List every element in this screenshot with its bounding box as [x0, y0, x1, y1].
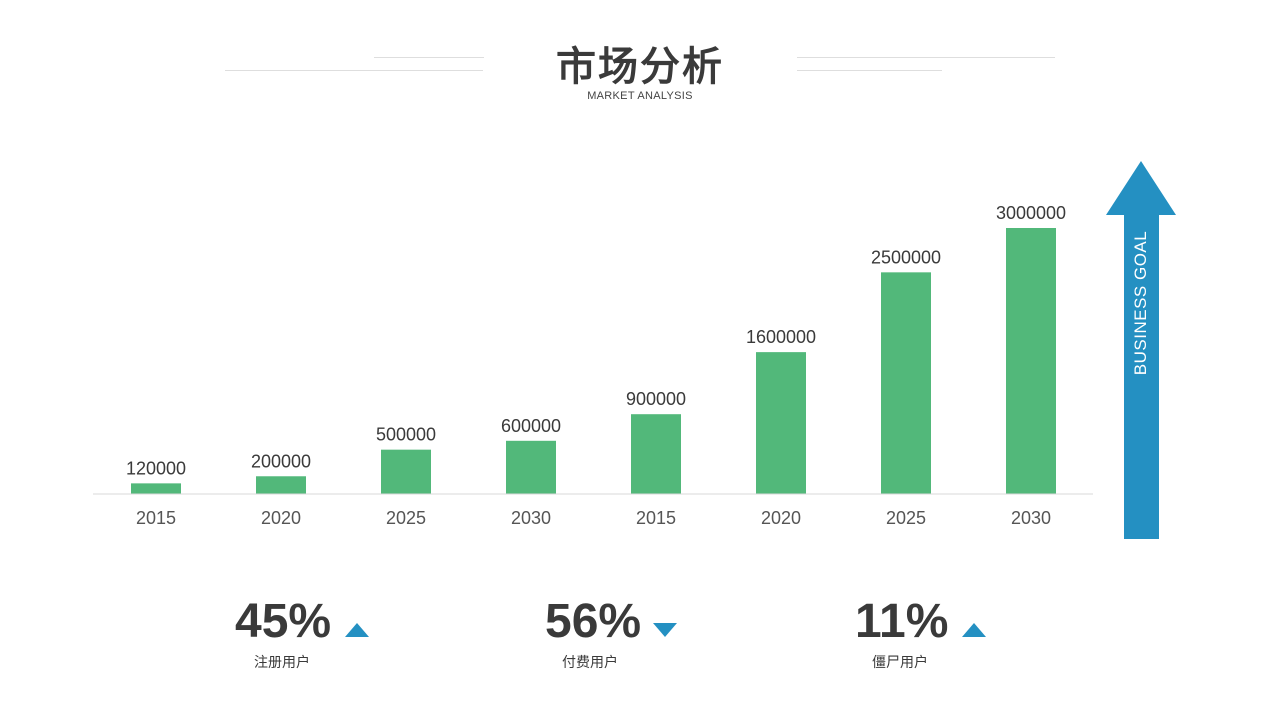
data-label-7: 3000000 — [996, 203, 1066, 223]
bar-2 — [381, 449, 431, 494]
bar-6 — [881, 272, 931, 494]
data-label-2: 500000 — [376, 425, 436, 445]
data-label-5: 1600000 — [746, 327, 816, 347]
x-tick-label-2: 2025 — [386, 508, 426, 528]
x-tick-label-6: 2025 — [886, 508, 926, 528]
business-goal-label: BUSINESS GOAL — [1131, 230, 1150, 376]
page-title: 市场分析 — [556, 44, 724, 90]
trend-down-icon — [653, 623, 677, 637]
bar-7 — [1006, 228, 1056, 494]
header-rule-right-top — [797, 57, 1055, 58]
business-goal-arrow — [1106, 161, 1176, 539]
x-tick-label-5: 2020 — [761, 508, 801, 528]
bar-1 — [256, 476, 306, 494]
data-label-3: 600000 — [501, 416, 561, 436]
stat-value: 45% — [235, 595, 332, 648]
data-label-1: 200000 — [251, 451, 311, 471]
data-label-4: 900000 — [626, 389, 686, 409]
header-rule-left-top — [374, 57, 484, 58]
stat-value: 11% — [855, 595, 949, 648]
bar-4 — [631, 414, 681, 494]
header-rule-right-bottom — [797, 70, 942, 71]
stat-label: 付费用户 — [562, 655, 618, 671]
data-label-6: 2500000 — [871, 247, 941, 267]
bar-series — [131, 228, 1056, 494]
data-labels: 120000 200000 500000 600000 900000 1600000 250… — [126, 203, 1066, 478]
bar-3 — [506, 440, 556, 494]
trend-up-icon — [962, 623, 986, 637]
bar-5 — [756, 352, 806, 494]
x-tick-label-3: 2030 — [511, 508, 551, 528]
x-tick-labels: 2015 2020 2025 2030 2015 2020 2025 2030 — [136, 508, 1051, 528]
stat-label: 注册用户 — [254, 655, 310, 671]
x-tick-label-7: 2030 — [1011, 508, 1051, 528]
x-tick-label-0: 2015 — [136, 508, 176, 528]
data-label-0: 120000 — [126, 458, 186, 478]
x-tick-label-1: 2020 — [261, 508, 301, 528]
stat-value: 56% — [545, 595, 642, 648]
header-rule-left-bottom — [225, 70, 483, 71]
page-subtitle: MARKET ANALYSIS — [587, 90, 693, 102]
trend-up-icon — [345, 623, 369, 637]
stat-label: 僵尸用户 — [872, 655, 928, 671]
x-tick-label-4: 2015 — [636, 508, 676, 528]
bar-0 — [131, 483, 181, 494]
